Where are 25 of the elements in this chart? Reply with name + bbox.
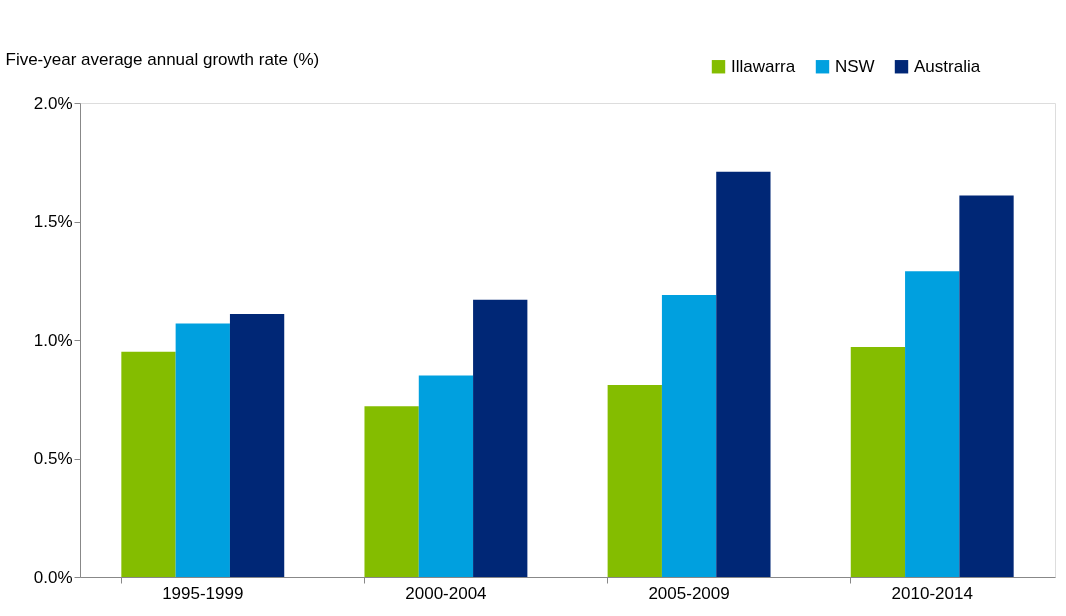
bar [850,347,906,577]
legend-label: Australia [914,56,981,76]
y-axis-title: Five-year average annual growth rate (%) [5,49,320,69]
y-tick-label: 0.0% [33,567,73,587]
bar [364,406,419,577]
bar [661,294,717,577]
bar [229,313,285,577]
x-tick-label: 1995-1999 [162,583,244,603]
bar [121,351,176,577]
bar [716,171,771,577]
y-tick-label: 0.5% [33,449,73,468]
y-tick-label: 1.0% [33,330,73,350]
bar [905,271,960,577]
x-tick-label: 2000-2004 [405,583,487,603]
bar [175,323,230,577]
bar [418,375,474,577]
bar [959,195,1014,577]
bar [607,385,662,577]
legend-label: NSW [835,56,875,76]
x-tick-label: 2005-2009 [648,583,730,603]
y-tick-label: 2.0% [33,93,73,113]
legend-label: Illawarra [731,56,796,76]
x-tick-label: 2010-2014 [891,583,973,603]
bar [473,299,528,577]
y-tick-label: 1.5% [33,212,73,231]
